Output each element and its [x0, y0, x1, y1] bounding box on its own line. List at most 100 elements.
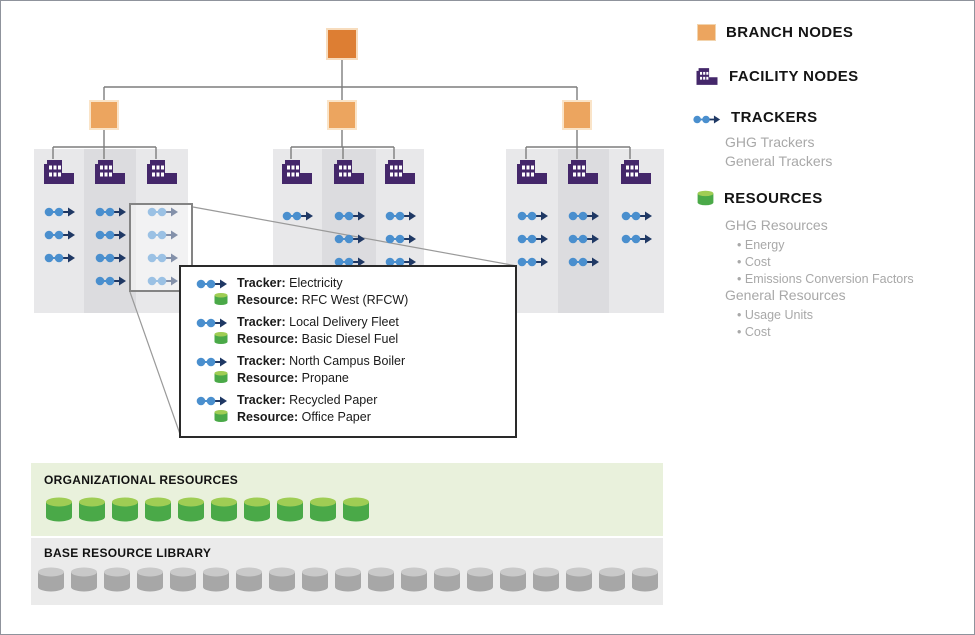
resource-cylinder-icon — [210, 496, 238, 523]
legend-sub-item: Cost — [737, 254, 914, 271]
tracker-icon — [42, 205, 76, 217]
resource-cylinder-icon — [598, 566, 626, 593]
callout-row: Tracker: North Campus Boiler Resource: P… — [181, 354, 515, 387]
resource-cylinder-icon — [532, 566, 560, 593]
facility-icon — [619, 157, 653, 187]
tracker-detail-callout: Tracker: Electricity Resource: RFC West … — [179, 265, 517, 438]
tracker-icon — [619, 232, 653, 244]
tracker-icon — [93, 274, 127, 286]
legend-resources-label: RESOURCES — [724, 189, 823, 207]
branch-node-icon — [697, 24, 716, 41]
resource-cylinder-icon — [631, 566, 659, 593]
tracker-stack — [566, 209, 600, 267]
tracker-icon — [145, 274, 179, 286]
resource-icon — [214, 291, 228, 307]
base-resource-library-bar: BASE RESOURCE LIBRARY — [31, 538, 663, 605]
legend-trackers: TRACKERS — [691, 109, 818, 126]
tracker-stack — [515, 209, 549, 267]
legend-branch-nodes: BRANCH NODES — [697, 24, 853, 41]
facility-icon — [695, 66, 719, 87]
callout-resource-line: Resource: Office Paper — [237, 410, 371, 424]
tracker-icon — [515, 232, 549, 244]
facility-icon — [42, 157, 76, 187]
legend-sub-item: Usage Units — [737, 307, 813, 324]
legend-facility-nodes: FACILITY NODES — [695, 66, 859, 87]
resource-cylinder-icon — [433, 566, 461, 593]
organizational-resources-bar: ORGANIZATIONAL RESOURCES — [31, 463, 663, 536]
resource-cylinder-icon — [268, 566, 296, 593]
tracker-icon — [93, 251, 127, 263]
callout-resource-line: Resource: Propane — [237, 371, 349, 385]
tracker-stack — [93, 205, 127, 286]
resource-cylinder-icon — [103, 566, 131, 593]
resource-cylinder-icon — [400, 566, 428, 593]
resource-cylinder-icon — [144, 496, 172, 523]
tracker-icon — [42, 228, 76, 240]
resource-cylinder-icon — [235, 566, 263, 593]
resource-cylinder-icon — [177, 496, 205, 523]
tracker-stack — [383, 209, 417, 267]
legend-ghg-resources-list: EnergyCostEmissions Conversion Factors — [737, 237, 914, 288]
organizational-resource-cylinders — [45, 496, 370, 523]
legend-sub-item: General Trackers — [725, 153, 833, 169]
tracker-icon — [515, 209, 549, 221]
base-resource-library-label: BASE RESOURCE LIBRARY — [44, 546, 212, 560]
tracker-icon — [383, 232, 417, 244]
branch-node-1 — [89, 100, 119, 130]
facility-icon — [566, 157, 600, 187]
resource-cylinder-icon — [37, 566, 65, 593]
resource-cylinder-icon — [111, 496, 139, 523]
tracker-icon — [383, 209, 417, 221]
resource-cylinder-icon — [309, 496, 337, 523]
resource-cylinder-icon — [301, 566, 329, 593]
resource-icon — [214, 330, 228, 346]
resource-cylinder-icon — [565, 566, 593, 593]
facility-icon — [332, 157, 366, 187]
resource-cylinder-icon — [342, 496, 370, 523]
callout-tracker-line: Tracker: Local Delivery Fleet — [237, 315, 399, 329]
resource-cylinder-icon — [136, 566, 164, 593]
tracker-icon — [194, 278, 228, 290]
tracker-stack — [145, 205, 179, 286]
legend-trackers-label: TRACKERS — [731, 109, 818, 126]
resource-icon — [214, 369, 228, 385]
facility-icon — [515, 157, 549, 187]
resource-cylinder-icon — [243, 496, 271, 523]
facility-icon — [383, 157, 417, 187]
resource-cylinder-icon — [70, 566, 98, 593]
legend-general-resources-label: General Resources — [725, 287, 846, 303]
callout-resource-line: Resource: RFC West (RFCW) — [237, 293, 409, 307]
root-branch-node — [326, 28, 358, 60]
tracker-icon — [566, 209, 600, 221]
legend-ghg-resources-label: GHG Resources — [725, 217, 828, 233]
tracker-icon — [42, 251, 76, 263]
resource-cylinder-icon — [499, 566, 527, 593]
legend-resources: RESOURCES — [697, 189, 823, 207]
legend: BRANCH NODES FACILITY NODES TRACKERS GHG… — [689, 1, 969, 634]
resource-icon — [214, 408, 228, 424]
tracker-icon — [145, 251, 179, 263]
resource-cylinder-icon — [45, 496, 73, 523]
legend-facility-label: FACILITY NODES — [729, 68, 859, 85]
callout-row: Tracker: Local Delivery Fleet Resource: … — [181, 315, 515, 348]
tracker-icon — [332, 209, 366, 221]
legend-sub-item: GHG Trackers — [725, 134, 815, 150]
tracker-icon — [145, 228, 179, 240]
callout-resource-line: Resource: Basic Diesel Fuel — [237, 332, 399, 346]
legend-general-resources-list: Usage UnitsCost — [737, 307, 813, 341]
branch-node-3 — [562, 100, 592, 130]
legend-sub-item: Emissions Conversion Factors — [737, 271, 914, 288]
tracker-icon — [332, 232, 366, 244]
tracker-stack — [280, 209, 314, 221]
facility-icon — [280, 157, 314, 187]
tracker-icon — [194, 317, 228, 329]
tracker-icon — [145, 205, 179, 217]
resource-cylinder-icon — [276, 496, 304, 523]
callout-tracker-line: Tracker: Recycled Paper — [237, 393, 378, 407]
tracker-stack — [42, 205, 76, 263]
callout-row: Tracker: Recycled Paper Resource: Office… — [181, 393, 515, 426]
resource-cylinder-icon — [78, 496, 106, 523]
callout-tracker-line: Tracker: Electricity — [237, 276, 343, 290]
legend-sub-item: Cost — [737, 324, 813, 341]
resource-cylinder-icon — [334, 566, 362, 593]
